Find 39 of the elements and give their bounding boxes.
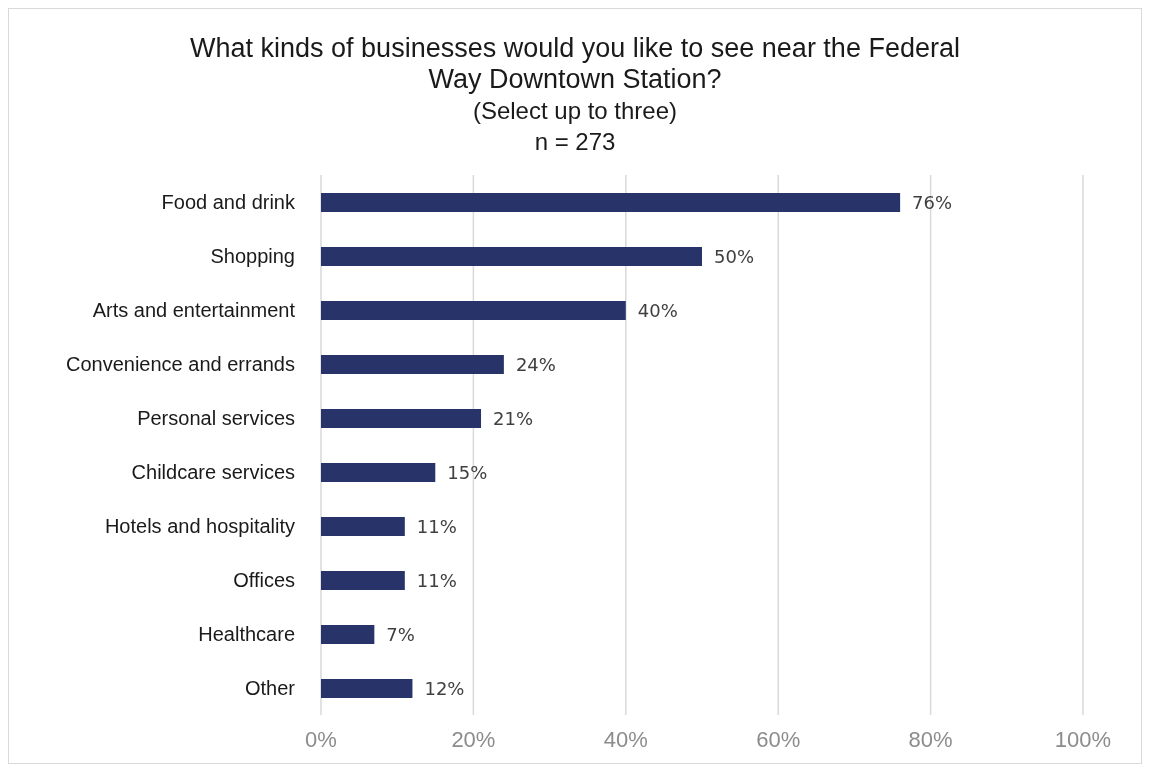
- y-tick-label: Personal services: [137, 407, 295, 430]
- x-tick-label: 0%: [305, 726, 337, 752]
- x-tick-label: 40%: [603, 726, 648, 752]
- bar: [321, 409, 482, 428]
- bar: [321, 679, 413, 698]
- data-label: 15%: [447, 461, 488, 483]
- bar: [321, 625, 375, 644]
- x-tick-label: 60%: [756, 726, 801, 752]
- y-tick-label: Arts and entertainment: [92, 299, 296, 322]
- y-tick-label: Healthcare: [198, 623, 295, 646]
- data-label: 40%: [637, 299, 678, 321]
- bar: [321, 247, 702, 266]
- y-tick-label: Offices: [233, 569, 295, 592]
- y-tick-label: Hotels and hospitality: [104, 515, 295, 538]
- bar: [321, 301, 626, 320]
- text: n = 273: [533, 127, 617, 157]
- bar: [321, 193, 901, 212]
- bar: [321, 463, 436, 482]
- y-tick-label: Childcare services: [131, 461, 295, 484]
- data-label: 11%: [416, 569, 457, 591]
- chart-subtitle: (Select up to three): [471, 96, 679, 126]
- data-label: 21%: [493, 407, 534, 429]
- x-tick-label: 100%: [1054, 726, 1112, 752]
- y-tick-label: Shopping: [210, 245, 295, 268]
- data-label: 24%: [515, 353, 556, 375]
- data-label: 50%: [714, 245, 755, 267]
- x-tick-label: 80%: [908, 726, 953, 752]
- y-tick-label: Convenience and errands: [65, 353, 295, 376]
- data-label: 76%: [912, 191, 953, 213]
- bar: [321, 571, 405, 590]
- chart-title: What kinds of businesses would you like to see near the Federal Way Downtown Station?: [189, 33, 961, 95]
- data-label: 11%: [416, 515, 457, 537]
- bar: [321, 517, 405, 536]
- x-tick-label: 20%: [451, 726, 496, 752]
- y-tick-label: Other: [244, 677, 296, 700]
- data-label: 12%: [424, 677, 465, 699]
- data-label: 7%: [386, 623, 415, 645]
- y-tick-label: Food and drink: [161, 191, 296, 214]
- bar: [321, 355, 504, 374]
